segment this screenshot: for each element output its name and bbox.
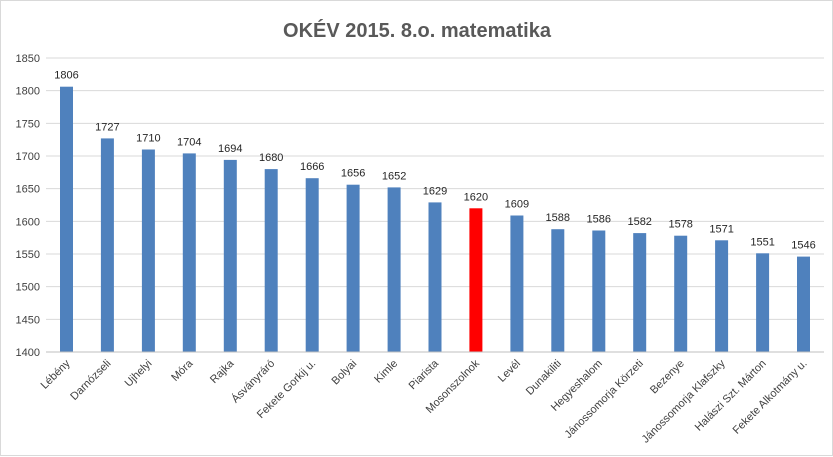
y-tick-label: 1700 — [16, 151, 40, 163]
chart-title: OKÉV 2015. 8.o. matematika — [283, 19, 552, 42]
bar-fekete-gorkij-u- — [305, 178, 319, 352]
x-tick-label: Halászi Szt. Márton — [693, 358, 769, 434]
data-label: 1656 — [341, 168, 365, 180]
bar-hegyeshalom — [592, 230, 606, 352]
data-label: 1588 — [546, 212, 570, 224]
data-label: 1578 — [668, 219, 692, 231]
x-tick-label: Móra — [169, 357, 196, 384]
x-tick-label: Levél — [496, 358, 523, 385]
data-label: 1571 — [709, 223, 733, 235]
y-tick-label: 1600 — [16, 216, 40, 228]
bar-darnózseli — [100, 138, 114, 352]
data-labels: 1806 1727 1710 1704 1694 1680 1666 1656 1652 1629… — [54, 70, 815, 252]
data-label: 1694 — [218, 143, 242, 155]
y-tick-label: 1450 — [16, 314, 40, 326]
bar-jánossomorja-klafszky — [715, 240, 729, 352]
x-tick-label: Darnózseli — [68, 358, 113, 403]
data-label: 1710 — [136, 133, 160, 145]
x-tick-label: Jánossomorja Körzeti — [563, 358, 646, 441]
data-label: 1629 — [423, 185, 447, 197]
bar-fekete-alkotmány-u- — [797, 256, 810, 352]
x-tick-label: Bolyai — [330, 358, 360, 388]
y-tick-label: 1650 — [16, 184, 40, 196]
y-axis-ticks: 1400 1450 1500 1550 1600 1650 1700 1750 1800 1850 — [16, 53, 40, 359]
x-tick-label: Lébény — [39, 357, 73, 391]
bar-dunakiliti — [551, 229, 565, 352]
x-tick-label: Piarista — [407, 357, 442, 392]
data-label: 1546 — [791, 240, 815, 252]
x-tick-label: Jánossomorja Klafszky — [640, 357, 728, 445]
bar-ujhelyi — [141, 149, 155, 352]
bar-jánossomorja-körzeti — [633, 233, 647, 352]
x-tick-label: Ujhelyi — [123, 358, 155, 390]
bar-rajka — [223, 159, 237, 352]
data-label: 1652 — [382, 170, 406, 182]
bar-piarista — [428, 202, 442, 352]
bar-bezenye — [674, 235, 688, 352]
bar-bolyai — [346, 184, 360, 352]
data-label: 1551 — [750, 236, 774, 248]
y-tick-label: 1550 — [16, 249, 40, 261]
y-tick-label: 1800 — [16, 86, 40, 98]
data-label: 1680 — [259, 152, 283, 164]
x-tick-label: Rajka — [208, 357, 237, 386]
data-label: 1620 — [464, 191, 488, 203]
y-tick-label: 1750 — [16, 118, 40, 130]
y-tick-label: 1400 — [16, 347, 40, 359]
data-label: 1609 — [505, 199, 529, 211]
data-label: 1586 — [587, 214, 611, 226]
bar-lébény — [60, 86, 73, 352]
bar-móra — [182, 153, 196, 352]
bars — [60, 86, 810, 352]
x-tick-label: Bezenye — [648, 358, 687, 397]
x-tick-label: Dunakiliti — [524, 358, 564, 398]
data-label: 1806 — [54, 70, 78, 82]
y-tick-label: 1500 — [16, 282, 40, 294]
bar-mosonszolnok — [469, 208, 483, 352]
data-label: 1727 — [95, 121, 119, 133]
bar-levél — [510, 215, 524, 352]
bar-halászi-szt-márton — [756, 253, 770, 352]
data-label: 1582 — [627, 216, 651, 228]
bar-kimle — [387, 187, 401, 352]
x-tick-label: Kimle — [372, 358, 400, 386]
gridlines — [46, 57, 824, 320]
data-label: 1666 — [300, 161, 324, 173]
bar-ásványráró — [264, 169, 278, 352]
x-tick-label: Fekete Alkotmány u. — [731, 358, 810, 437]
data-label: 1704 — [177, 136, 201, 148]
y-tick-label: 1850 — [16, 53, 40, 65]
